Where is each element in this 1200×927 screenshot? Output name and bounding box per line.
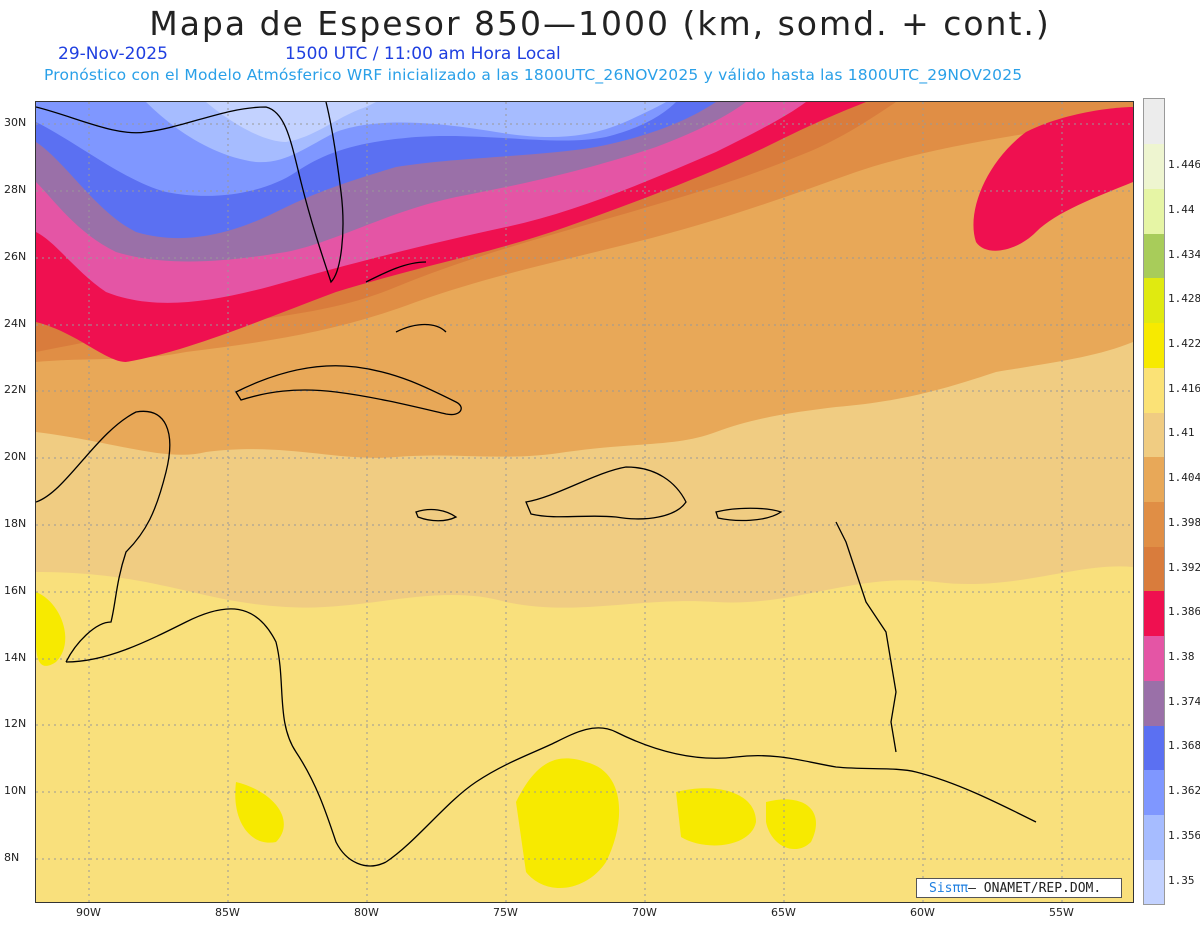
map-graticule (36, 102, 1133, 902)
lat-label: 22N (4, 383, 27, 396)
colorbar-label: 1.434 (1168, 247, 1200, 261)
lat-label: 30N (4, 116, 27, 129)
thickness-band-min (206, 102, 376, 142)
colorbar-segment (1144, 546, 1164, 592)
thickness-blob-ne (973, 107, 1133, 251)
lat-label: 8N (4, 851, 20, 864)
colorbar-label: 1.428 (1168, 292, 1200, 306)
map-title: Mapa de Espesor 850—1000 (km, somd. + co… (149, 4, 1051, 43)
colorbar-label: 1.41 (1168, 426, 1195, 440)
map-canvas (36, 102, 1133, 902)
colorbar-segment (1144, 814, 1164, 860)
lon-label: 60W (910, 906, 935, 919)
colorbar-segment (1144, 501, 1164, 547)
colorbar-segment (1144, 367, 1164, 413)
colorbar-segment (1144, 188, 1164, 234)
thickness-blob-south-3 (766, 799, 816, 850)
colorbar-segment (1144, 143, 1164, 189)
colorbar-segment (1144, 680, 1164, 726)
colorbar-label: 1.35 (1168, 873, 1195, 887)
colorbar-segment (1144, 590, 1164, 637)
colorbar-label: 1.416 (1168, 381, 1200, 395)
credit-box: Sisππ– ONAMET/REP.DOM. (916, 878, 1122, 898)
lat-label: 28N (4, 183, 27, 196)
lon-label: 65W (771, 906, 796, 919)
colorbar (1143, 98, 1165, 905)
colorbar-segment (1144, 725, 1164, 771)
forecast-subtitle: Pronóstico con el Modelo Atmósferico WRF… (44, 66, 1023, 84)
lon-label: 80W (354, 906, 379, 919)
colorbar-segment (1144, 277, 1164, 324)
lon-label: 75W (493, 906, 518, 919)
colorbar-label: 1.422 (1168, 336, 1200, 350)
lon-label: 70W (632, 906, 657, 919)
colorbar-label: 1.38 (1168, 650, 1195, 664)
colorbar-label: 1.356 (1168, 828, 1200, 842)
colorbar-segment (1144, 412, 1164, 458)
colorbar-segment (1144, 635, 1164, 681)
forecast-time: 1500 UTC / 11:00 am Hora Local (285, 44, 561, 64)
colorbar-segment (1144, 322, 1164, 368)
coastlines (36, 102, 1037, 867)
colorbar-label: 1.368 (1168, 739, 1200, 753)
lon-label: 85W (215, 906, 240, 919)
colorbar-segment (1144, 769, 1164, 816)
lat-label: 12N (4, 717, 27, 730)
colorbar-label: 1.374 (1168, 694, 1200, 708)
colorbar-segment (1144, 99, 1164, 145)
lat-label: 20N (4, 450, 27, 463)
thickness-blob-south-2 (676, 788, 756, 846)
lat-label: 16N (4, 584, 27, 597)
forecast-date: 29-Nov-2025 (58, 44, 168, 64)
colorbar-label: 1.386 (1168, 605, 1200, 619)
colorbar-label: 1.398 (1168, 515, 1200, 529)
thickness-blob-south-4 (235, 782, 284, 843)
colorbar-label: 1.392 (1168, 560, 1200, 574)
colorbar-segment (1144, 456, 1164, 502)
colorbar-label: 1.362 (1168, 784, 1200, 798)
credit-brand: Sisππ (929, 881, 969, 896)
lon-label: 90W (76, 906, 101, 919)
lat-label: 10N (4, 784, 27, 797)
lat-label: 14N (4, 651, 27, 664)
lat-label: 24N (4, 317, 27, 330)
lon-label: 55W (1049, 906, 1074, 919)
thickness-blob-south-1 (516, 758, 620, 889)
colorbar-segment (1144, 859, 1164, 905)
colorbar-segment (1144, 233, 1164, 279)
thickness-map (35, 101, 1134, 903)
credit-org: – ONAMET/REP.DOM. (968, 881, 1102, 896)
thickness-blob-west (36, 592, 66, 666)
colorbar-label: 1.404 (1168, 471, 1200, 485)
colorbar-label: 1.446 (1168, 158, 1200, 172)
colorbar-label: 1.44 (1168, 202, 1195, 216)
lat-label: 18N (4, 517, 27, 530)
lat-label: 26N (4, 250, 27, 263)
